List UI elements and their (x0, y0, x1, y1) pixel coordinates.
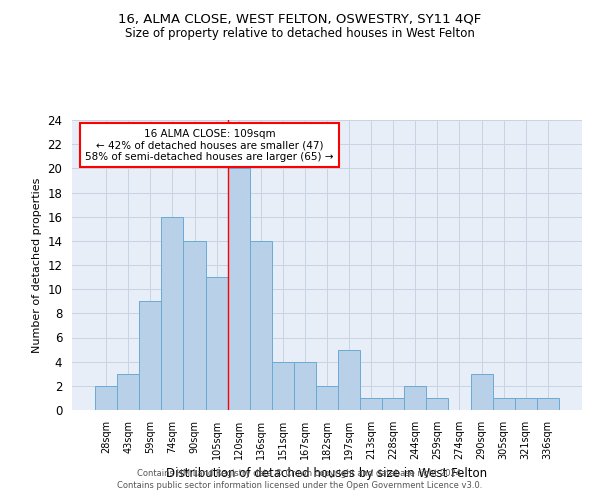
Bar (515, 398, 537, 410)
Bar (537, 398, 559, 410)
Bar (95, 386, 117, 410)
Bar (470, 374, 493, 410)
Bar (272, 362, 294, 410)
Bar (117, 374, 139, 410)
Bar (404, 386, 427, 410)
Bar (427, 398, 448, 410)
Bar (382, 398, 404, 410)
Text: 16, ALMA CLOSE, WEST FELTON, OSWESTRY, SY11 4QF: 16, ALMA CLOSE, WEST FELTON, OSWESTRY, S… (118, 12, 482, 26)
Bar (139, 301, 161, 410)
Bar (206, 277, 227, 410)
Bar (338, 350, 360, 410)
X-axis label: Distribution of detached houses by size in West Felton: Distribution of detached houses by size … (166, 468, 488, 480)
Y-axis label: Number of detached properties: Number of detached properties (32, 178, 42, 352)
Text: Contains HM Land Registry data © Crown copyright and database right 2024.: Contains HM Land Registry data © Crown c… (137, 468, 463, 477)
Text: Size of property relative to detached houses in West Felton: Size of property relative to detached ho… (125, 28, 475, 40)
Bar (360, 398, 382, 410)
Bar (493, 398, 515, 410)
Bar (250, 241, 272, 410)
Text: 16 ALMA CLOSE: 109sqm
← 42% of detached houses are smaller (47)
58% of semi-deta: 16 ALMA CLOSE: 109sqm ← 42% of detached … (85, 128, 334, 162)
Bar (227, 168, 250, 410)
Bar (316, 386, 338, 410)
Bar (184, 241, 206, 410)
Bar (294, 362, 316, 410)
Bar (161, 216, 184, 410)
Text: Contains public sector information licensed under the Open Government Licence v3: Contains public sector information licen… (118, 481, 482, 490)
